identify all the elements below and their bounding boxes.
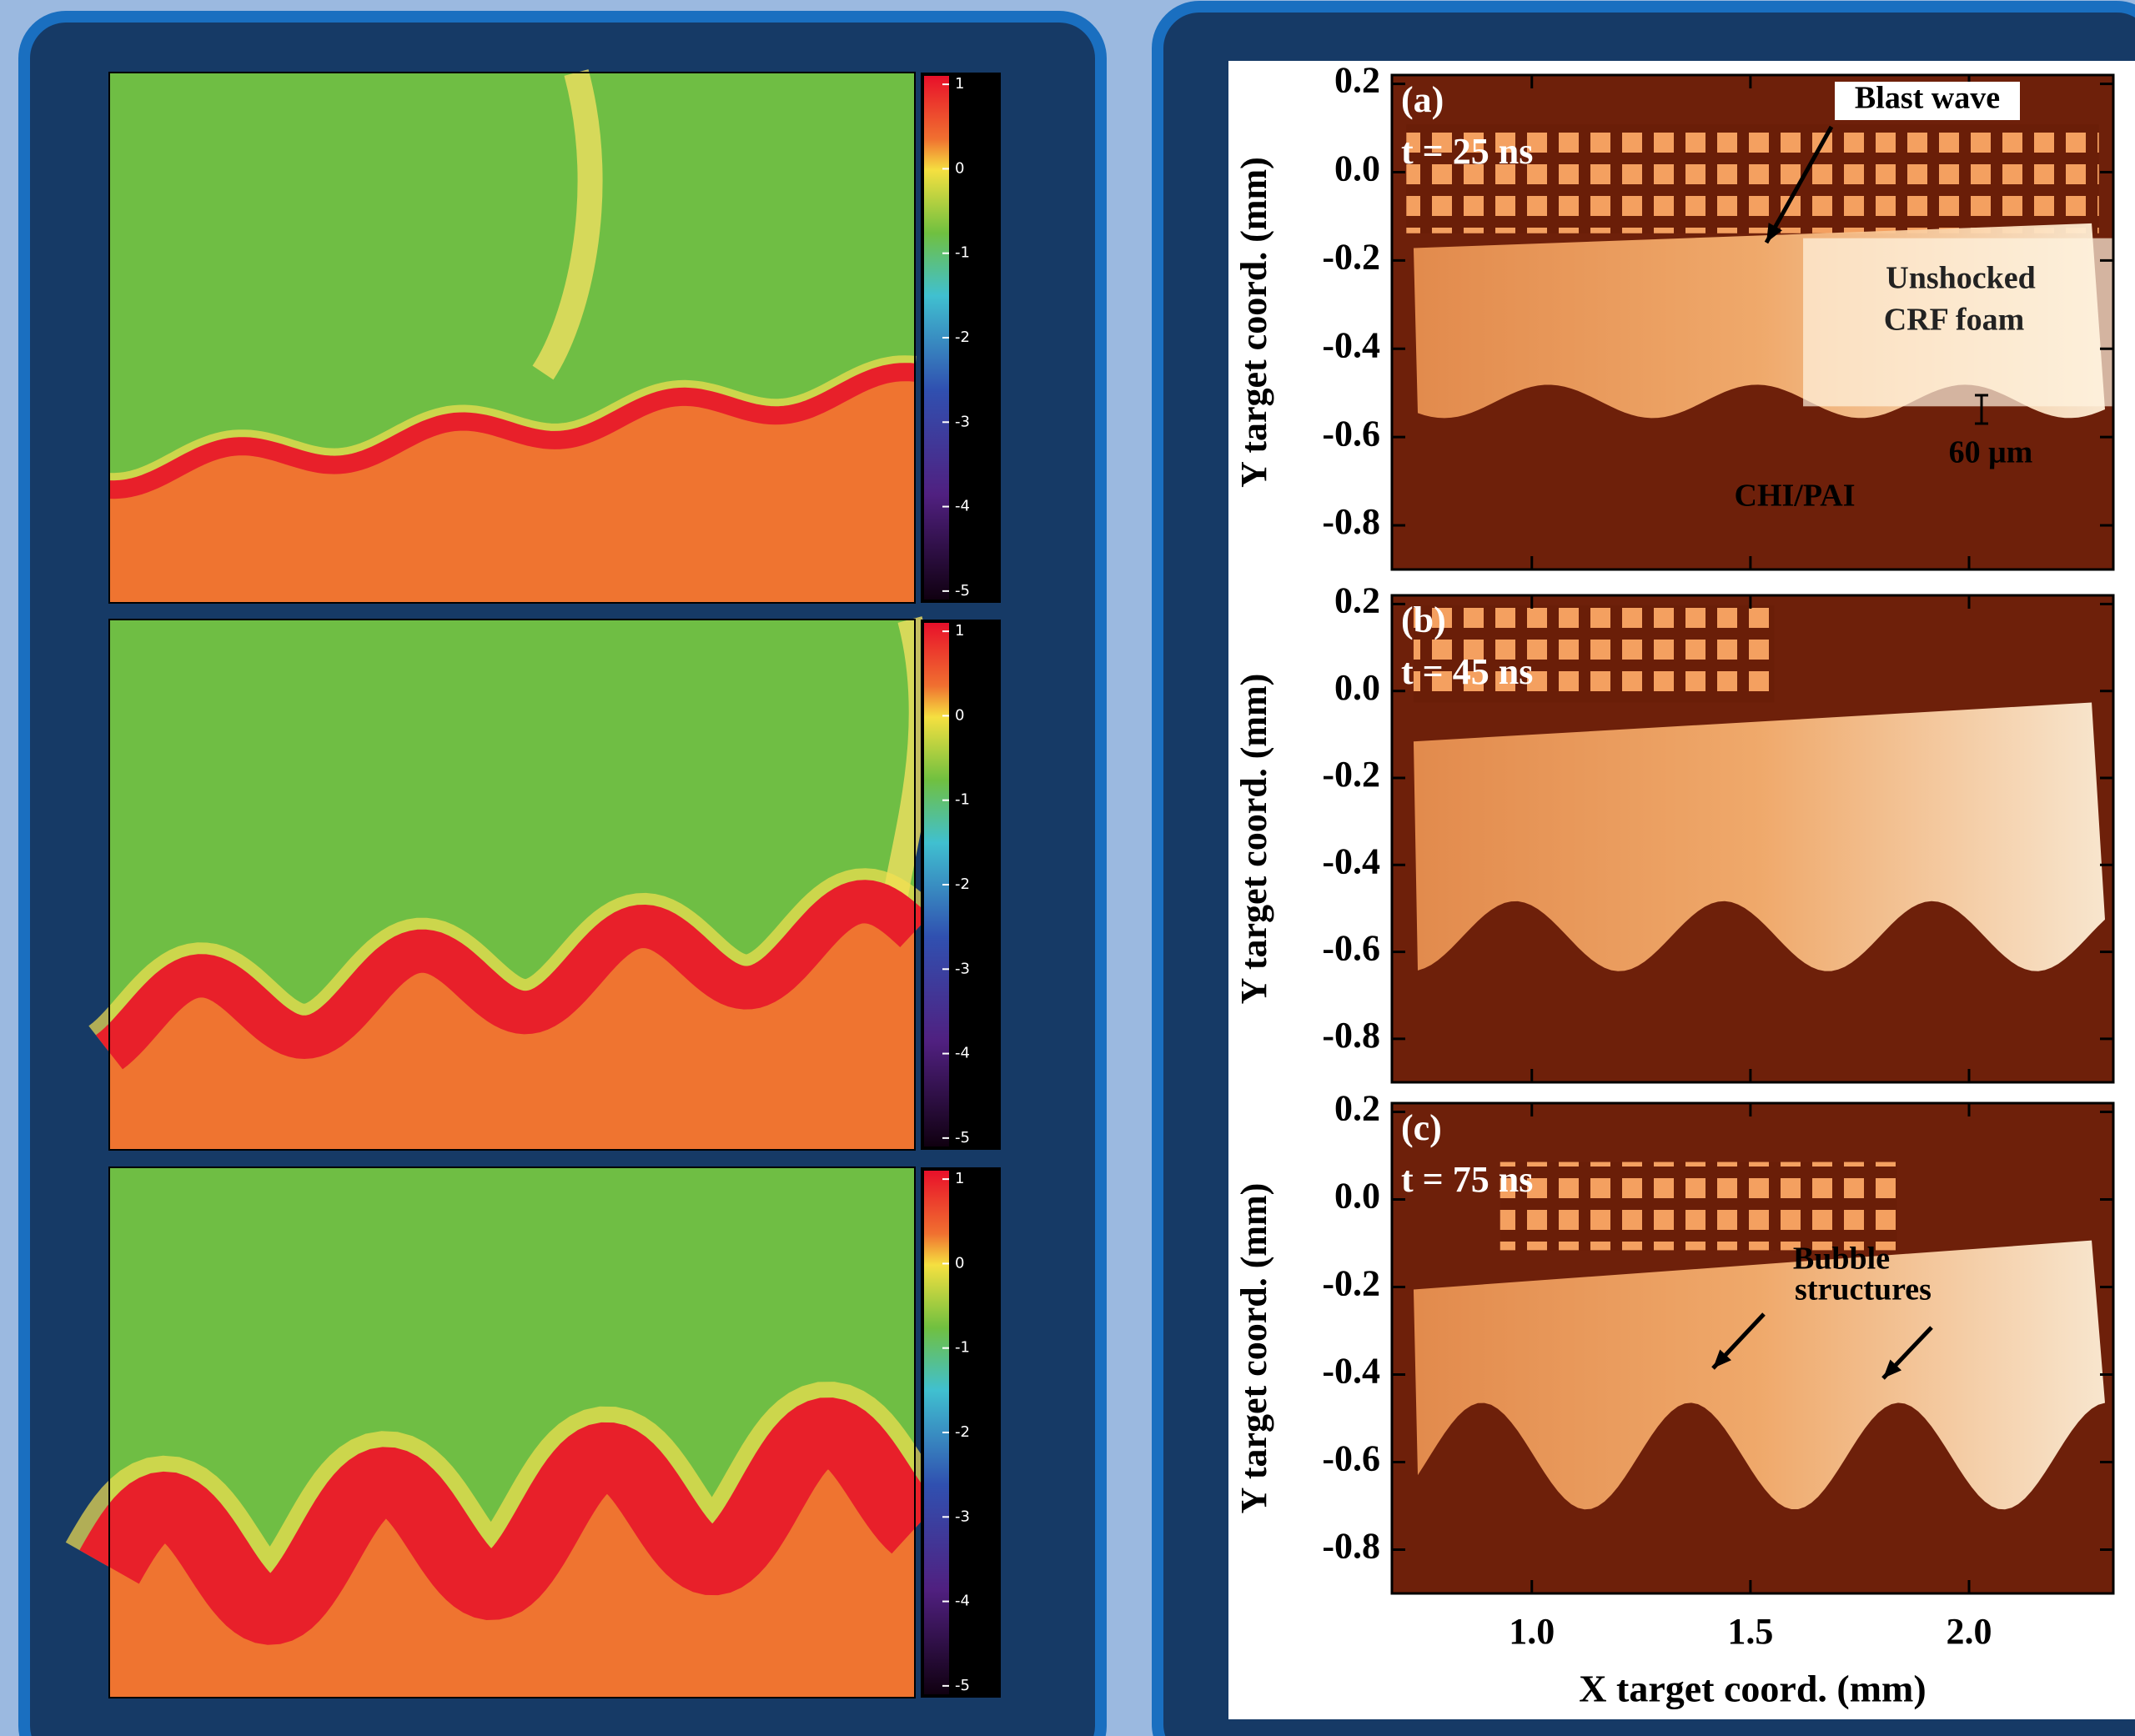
y-tick-label: -0.8 [1322,501,1380,542]
x-tick-label: 1.5 [1727,1611,1773,1652]
colorbar-tick-label: -3 [955,960,970,977]
annotation: Unshocked [1886,261,2036,296]
colorbar-tick-label: 1 [955,622,964,640]
grid-mesh [1500,1162,1897,1251]
annotation: structures [1795,1272,1932,1307]
colorbar-tick-label: 0 [955,159,964,177]
colorbar-tick-label: 0 [955,706,964,724]
panel-time: t = 25 ns [1401,131,1533,172]
y-tick-label: -0.2 [1322,1263,1380,1304]
panel-label: (a) [1401,79,1444,120]
annotation: CHI/PAI [1735,479,1856,514]
panel-time: t = 75 ns [1401,1159,1533,1200]
y-tick-label: 0.0 [1334,1176,1380,1217]
figure: 1 0 -1 -2 -3 -4 -5 1 0 -1 -2 -3 -4 -5 1 0 -1 -2 -3 -4 -5 0.2… [0,0,2135,1736]
x-tick-label: 2.0 [1947,1611,1992,1652]
colorbar-tick-label: -1 [955,244,970,262]
colorbar-tick-label: -2 [955,329,970,346]
y-tick-label: 0.2 [1334,580,1380,621]
page: 1 0 -1 -2 -3 -4 -5 1 0 -1 -2 -3 -4 -5 1 0 -1 -2 -3 -4 -5 0.2… [0,0,2135,1736]
colorbar-tick-label: -5 [955,1677,970,1694]
y-tick-label: -0.8 [1322,1526,1380,1567]
simulation-panel: 1 0 -1 -2 -3 -4 -5 [109,1167,1001,1698]
annotation: CRF foam [1884,303,2025,338]
panel-time: t = 45 ns [1401,651,1533,692]
annotation: Blast wave [1855,81,2000,116]
colorbar-tick-label: -1 [955,791,970,809]
colorbar-tick-label: 0 [955,1254,964,1272]
y-tick-label: 0.2 [1334,60,1380,101]
simulation-panel: 1 0 -1 -2 -3 -4 -5 [109,73,1001,603]
simulation-panel: 1 0 -1 -2 -3 -4 -5 [109,620,1001,1150]
colorbar-tick-label: -4 [955,1593,970,1610]
colorbar-tick-label: 1 [955,1170,964,1187]
colorbar-tick-label: -4 [955,498,970,515]
annotation: 60 μm [1949,435,2033,470]
y-tick-label: -0.6 [1322,928,1380,969]
y-tick-label: -0.4 [1322,324,1380,365]
colorbar-tick-label: -1 [955,1339,970,1357]
colorbar-tick-label: -2 [955,876,970,893]
colorbar-tick-label: -2 [955,1423,970,1441]
colorbar-tick-label: -5 [955,1129,970,1146]
annotation: Bubble [1793,1242,1890,1277]
y-axis-label: Y target coord. (mm) [1233,157,1274,488]
y-axis-label: Y target coord. (mm) [1233,1183,1274,1514]
y-tick-label: 0.0 [1334,667,1380,708]
panel-label: (c) [1401,1107,1442,1148]
x-tick-label: 1.0 [1509,1611,1555,1652]
panel-label: (b) [1401,600,1446,640]
y-tick-label: -0.2 [1322,754,1380,795]
y-tick-label: 0.0 [1334,148,1380,189]
x-axis-label: X target coord. (mm) [1579,1668,1926,1710]
colorbar-tick-label: -3 [955,1508,970,1525]
y-tick-label: 0.2 [1334,1088,1380,1129]
colorbar-tick-label: -4 [955,1045,970,1062]
y-tick-label: -0.6 [1322,1438,1380,1479]
colorbar-tick-label: -5 [955,582,970,600]
y-tick-label: -0.2 [1322,236,1380,277]
y-axis-label: Y target coord. (mm) [1233,674,1274,1005]
y-tick-label: -0.4 [1322,1351,1380,1392]
y-tick-label: -0.4 [1322,840,1380,881]
colorbar-tick-label: 1 [955,75,964,93]
colorbar-tick-label: -3 [955,413,970,430]
y-tick-label: -0.8 [1322,1015,1380,1056]
simulation-group: 1 0 -1 -2 -3 -4 -5 1 0 -1 -2 -3 -4 -5 1 0 -1 -2 -3 -4 -5 [109,73,1001,1698]
y-tick-label: -0.6 [1322,413,1380,454]
